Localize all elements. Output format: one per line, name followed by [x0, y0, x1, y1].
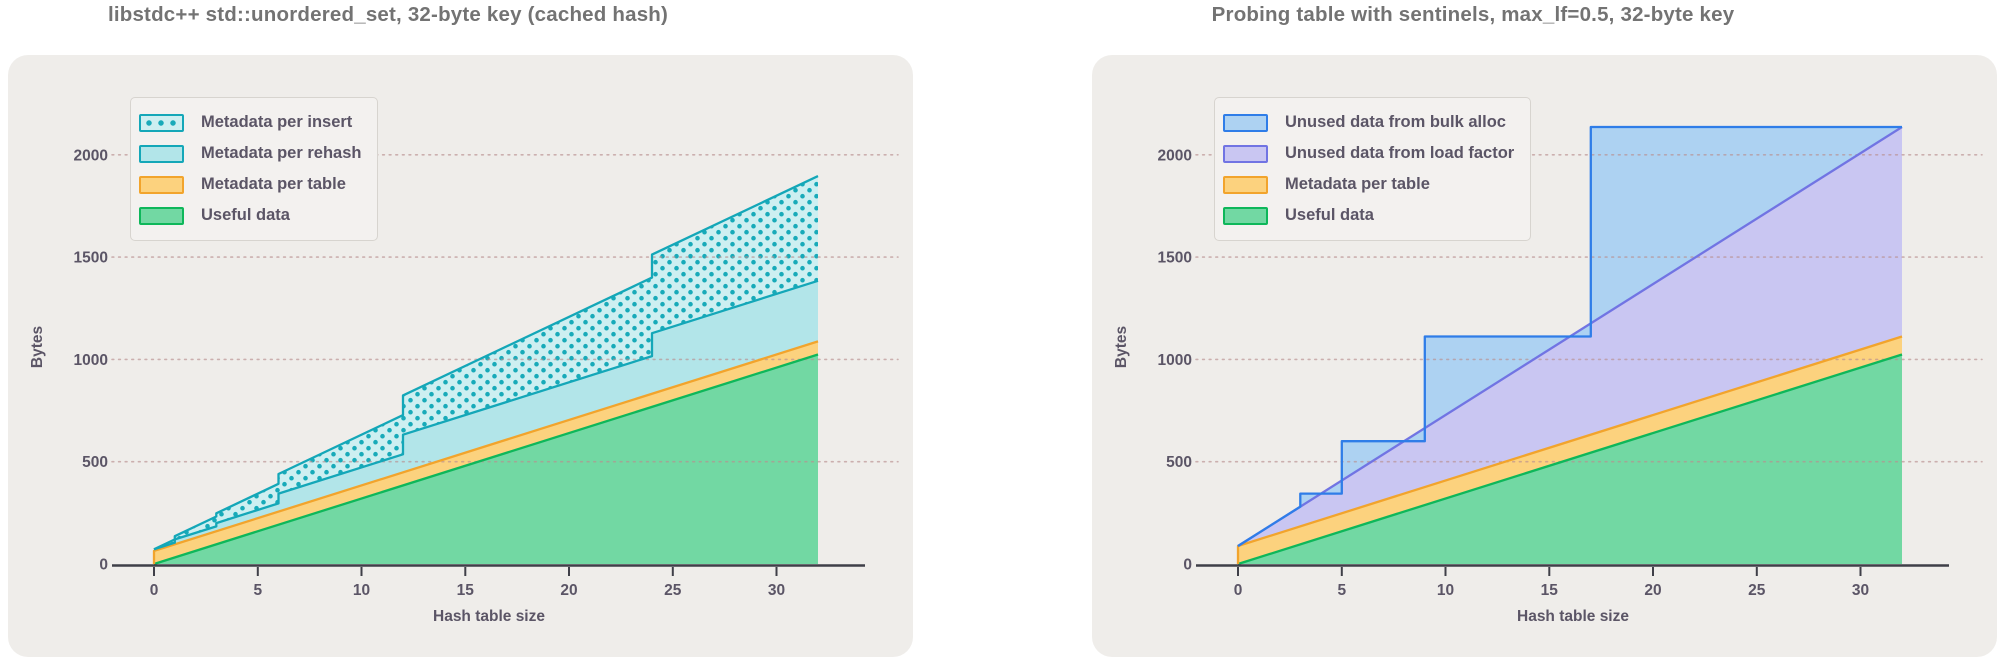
legend-swatch-unused-data-from-bulk-alloc [1223, 113, 1268, 132]
y-tick-label: 1000 [1158, 352, 1192, 369]
legend-label: Metadata per table [201, 175, 346, 194]
y-axis-label: Bytes [1113, 326, 1130, 368]
y-tick-label: 1000 [74, 352, 108, 369]
legend-swatch-metadata-per-table [139, 175, 184, 194]
series-outlines [1236, 125, 1903, 566]
series-outlines [152, 175, 819, 566]
y-tick-label: 0 [99, 557, 108, 574]
x-tick-label: 15 [457, 582, 475, 599]
legend-label: Useful data [201, 206, 290, 225]
legend-item: Unused data from bulk alloc [1223, 107, 1514, 138]
legend-label: Unused data from bulk alloc [1285, 113, 1506, 132]
left-chart-title: libstdc++ std::unordered_set, 32-byte ke… [107, 3, 669, 26]
band-metadata-per-table [154, 341, 818, 564]
right-chart-panel: 0 5 10 15 20 25 30 0 500 1000 1500 2000 Hash table s… [1092, 55, 1997, 657]
outline-unused-data-from-bulk-alloc [1237, 125, 1902, 547]
legend-swatch-useful-data [1223, 206, 1268, 225]
outline-metadata-per-table [152, 340, 819, 564]
x-tick-label: 20 [1644, 582, 1661, 599]
legend-swatch-metadata-per-insert [139, 113, 184, 132]
right-chart-title: Probing table with sentinels, max_lf=0.5… [1211, 3, 1735, 26]
band-metadata-per-table [1238, 336, 1902, 564]
x-axis: 0 5 10 15 20 25 30 [1196, 564, 1949, 599]
legend-item: Useful data [139, 200, 361, 231]
legend-swatch-metadata-per-table [1223, 175, 1268, 194]
x-axis: 0 5 10 15 20 25 30 [112, 564, 865, 599]
x-axis-label: Hash table size [433, 608, 545, 625]
x-tick-label: 20 [560, 582, 577, 599]
legend-swatch-unused-data-from-load-factor [1223, 144, 1268, 163]
legend-label: Metadata per rehash [201, 144, 362, 163]
outline-metadata-per-insert [153, 175, 819, 551]
legend-item: Unused data from load factor [1223, 138, 1514, 169]
y-tick-label: 2000 [1158, 147, 1192, 164]
x-axis-label: Hash table size [1517, 608, 1629, 625]
grid-lines [111, 154, 899, 463]
legend-item: Metadata per table [1223, 169, 1514, 200]
x-tick-label: 30 [1852, 582, 1869, 599]
x-tick-label: 10 [353, 582, 370, 599]
x-tick-label: 25 [664, 582, 682, 599]
y-axis: 0 500 1000 1500 2000 [74, 147, 108, 573]
legend-label: Metadata per insert [201, 113, 353, 132]
left-chart-legend: Metadata per insert Metadata per rehash Me… [130, 97, 379, 241]
y-tick-label: 1500 [1158, 250, 1192, 267]
y-tick-label: 2000 [74, 147, 108, 164]
y-axis-label: Bytes [29, 326, 46, 368]
outline-useful-data [1237, 353, 1903, 566]
x-tick-label: 25 [1748, 582, 1766, 599]
x-tick-label: 10 [1437, 582, 1454, 599]
x-tick-label: 5 [1337, 582, 1346, 599]
left-chart-panel: 0 5 10 15 20 25 30 0 500 1000 1500 2000 Hash table s… [8, 55, 913, 657]
legend-swatch-useful-data [139, 206, 184, 225]
y-tick-label: 0 [1183, 557, 1192, 574]
legend-label: Useful data [1285, 206, 1374, 225]
x-tick-label: 5 [253, 582, 262, 599]
legend-item: Metadata per rehash [139, 138, 361, 169]
right-chart-legend: Unused data from bulk alloc Unused data f… [1214, 97, 1532, 241]
x-tick-label: 30 [768, 582, 785, 599]
legend-item: Metadata per table [139, 169, 361, 200]
legend-label: Unused data from load factor [1285, 144, 1515, 163]
y-tick-label: 500 [1166, 454, 1192, 471]
right-chart-canvas: 0 5 10 15 20 25 30 0 500 1000 1500 2000 Hash table s… [1113, 125, 1983, 625]
x-tick-label: 0 [150, 582, 159, 599]
y-tick-label: 1500 [74, 250, 108, 267]
legend-swatch-metadata-per-rehash [139, 144, 184, 163]
legend-item: Metadata per insert [139, 107, 361, 138]
outline-useful-data [153, 353, 819, 566]
x-tick-label: 0 [1234, 582, 1243, 599]
y-tick-label: 500 [82, 454, 108, 471]
x-tick-label: 15 [1541, 582, 1559, 599]
legend-label: Metadata per table [1285, 175, 1430, 194]
grid-lines [1195, 154, 1983, 463]
y-axis: 0 500 1000 1500 2000 [1158, 147, 1192, 573]
legend-item: Useful data [1223, 200, 1514, 231]
left-chart-canvas: 0 5 10 15 20 25 30 0 500 1000 1500 2000 Hash table s… [29, 147, 899, 625]
